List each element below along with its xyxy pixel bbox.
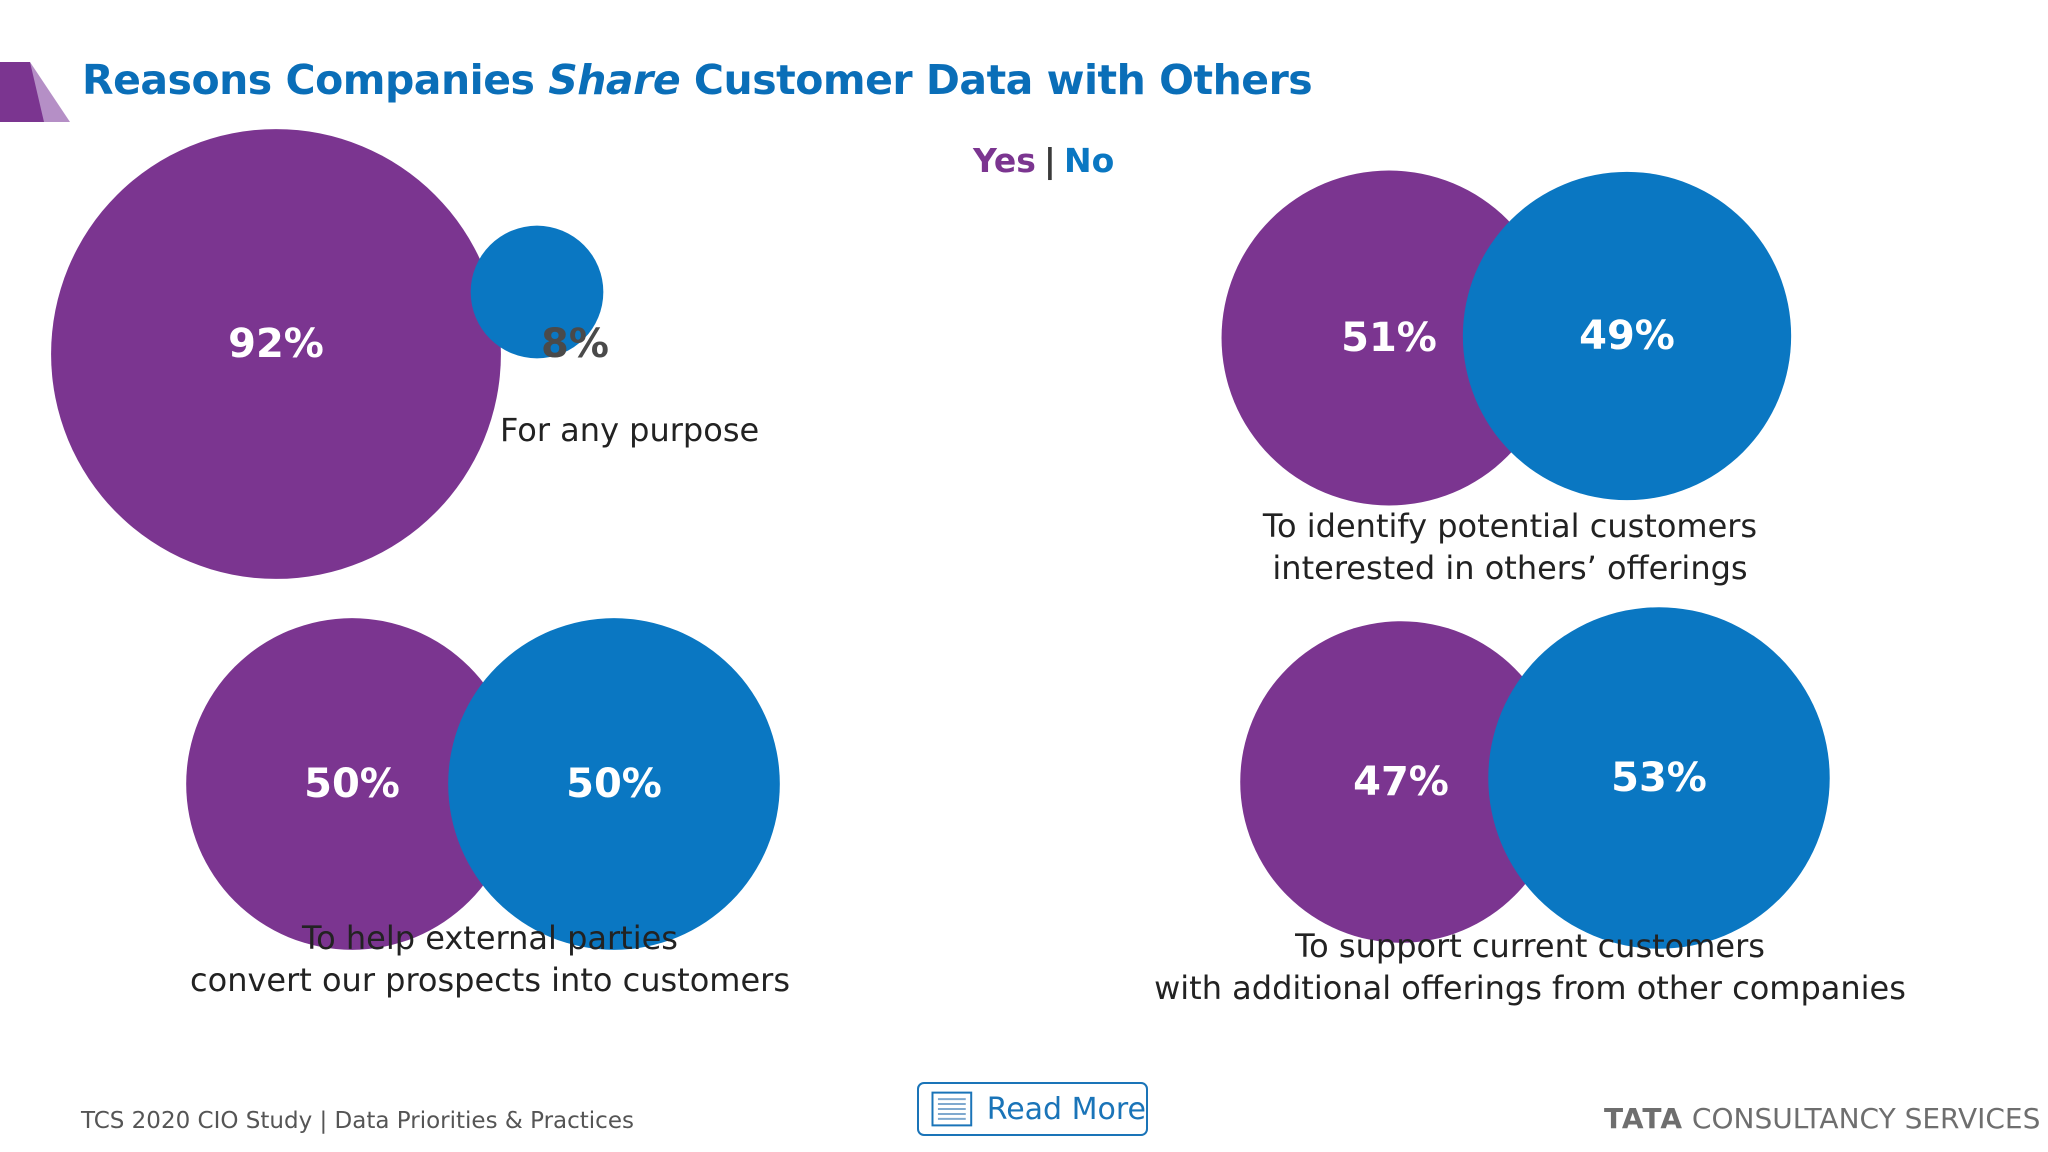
read-more-button[interactable]: Read More [917,1082,1148,1136]
bubble-yes-3 [1240,621,1562,943]
legend-no: No [1063,141,1115,180]
bubble-yes-label-2: 50% [304,761,400,807]
legend-separator: | [1043,141,1056,180]
bubble-yes-0 [51,129,501,579]
bubble-no-label-2: 50% [566,761,662,807]
bubble-no-0 [470,225,604,359]
bubble-yes-2 [186,618,518,950]
caption-line: with additional offerings from other com… [1154,969,1906,1007]
bubble-yes-label-0: 92% [228,321,324,367]
caption-line: To identify potential customers [1262,507,1758,545]
bubble-no-3 [1488,607,1830,949]
caption-line: To support current customers [1295,927,1765,965]
study-footer: TCS 2020 CIO Study | Data Priorities & P… [81,1108,634,1134]
caption-group-2: To help external parties convert our pro… [150,917,830,1001]
bubble-no-label-1: 49% [1579,313,1675,359]
page-title: Reasons Companies Share Customer Data wi… [82,56,1313,104]
document-icon [931,1091,973,1127]
caption-line: convert our prospects into customers [190,961,790,999]
read-more-label: Read More [986,1091,1146,1127]
bubble-no-label-3: 53% [1611,755,1707,801]
caption-group-0: For any purpose [500,409,759,451]
caption-group-3: To support current customers with additi… [1130,925,1930,1009]
caption-line: interested in others’ offerings [1272,549,1748,587]
caption-line: For any purpose [500,411,760,449]
legend: Yes | No [973,141,1114,180]
bubble-no-label-0: 8% [541,321,609,367]
bubble-yes-label-3: 47% [1353,759,1449,805]
caption-line: To help external parties [302,919,678,957]
corner-triangle-icon [0,62,70,122]
bubble-yes-label-1: 51% [1341,315,1437,361]
bubble-no-1 [1462,171,1792,501]
caption-group-1: To identify potential customers interest… [1150,505,1870,589]
bubble-yes-1 [1221,170,1557,506]
bubble-no-2 [448,618,780,950]
brand-logo: TATA CONSULTANCY SERVICES [1604,1102,2041,1135]
legend-yes: Yes [973,141,1036,180]
